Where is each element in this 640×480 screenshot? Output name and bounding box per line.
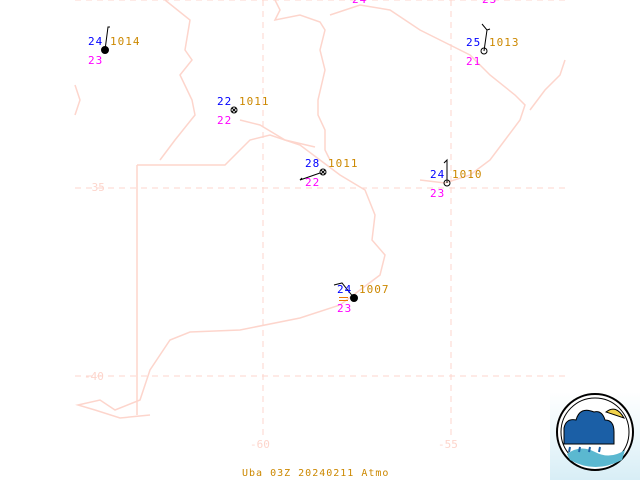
lon-label: -55 (438, 438, 458, 451)
lat-label: -40 (84, 370, 104, 383)
pressure: 1011 (239, 95, 270, 108)
dewpoint: 23 (430, 187, 446, 200)
weather-logo (550, 392, 640, 480)
pressure: 1007 (359, 283, 390, 296)
pressure: 1013 (489, 36, 520, 49)
dewpoint-partial: 23 (482, 0, 497, 5)
lon-label: -60 (250, 438, 270, 451)
dewpoint: 21 (466, 55, 482, 68)
pressure: 1010 (452, 168, 483, 181)
coastline (74, 0, 566, 419)
temperature: 24 (337, 283, 353, 296)
lat-label: -35 (85, 181, 105, 194)
pressure: 1014 (110, 35, 141, 48)
temperature: 25 (466, 36, 482, 49)
dewpoint: 23 (337, 302, 353, 315)
dewpoint-partial: 24 (352, 0, 367, 5)
dewpoint: 22 (217, 114, 233, 127)
fog-icon (339, 297, 348, 301)
map-caption: Uba 03Z 20240211 Atmo (242, 468, 390, 479)
temperature: 24 (430, 168, 446, 181)
dewpoint: 23 (88, 54, 104, 67)
pressure: 1011 (328, 157, 359, 170)
temperature: 24 (88, 35, 104, 48)
graticule (75, 0, 565, 440)
dewpoint: 22 (305, 176, 321, 189)
temperature: 22 (217, 95, 233, 108)
temperature: 28 (305, 157, 321, 170)
